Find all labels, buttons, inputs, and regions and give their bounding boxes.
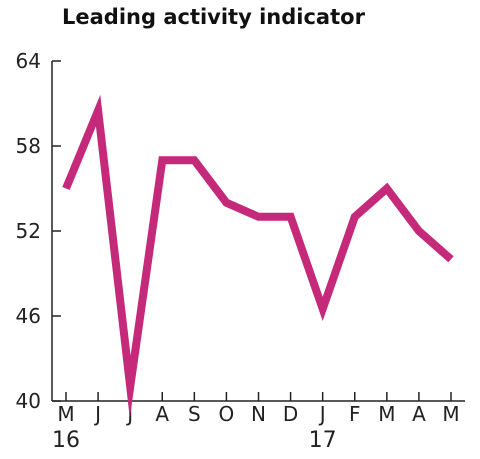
x-tick-label: A [412, 402, 426, 426]
data-point [451, 259, 452, 260]
y-tick-label: 40 [16, 389, 41, 413]
x-year-label: 17 [309, 428, 337, 453]
data-point [354, 216, 355, 217]
data-point [98, 110, 99, 111]
data-point [162, 160, 163, 161]
axes [51, 60, 465, 402]
x-year-label: 16 [52, 428, 80, 453]
x-tick-label: A [155, 402, 169, 426]
x-tick-label: F [349, 402, 361, 426]
data-point [194, 160, 195, 161]
y-tick-label: 52 [16, 219, 41, 243]
data-point [322, 308, 323, 309]
data-point [290, 216, 291, 217]
series-layer [62, 94, 454, 419]
data-point [226, 202, 227, 203]
data-point [418, 231, 419, 232]
x-tick-label: M [57, 402, 74, 426]
y-tick-label: 64 [16, 49, 41, 73]
x-tick-label: M [442, 402, 459, 426]
data-point [66, 188, 67, 189]
x-tick-label: J [93, 402, 101, 426]
data-point [386, 188, 387, 189]
y-tick-label: 46 [16, 304, 41, 328]
data-point [130, 386, 131, 387]
x-tick-label: D [283, 402, 298, 426]
x-tick-label: O [219, 402, 235, 426]
x-tick-label: S [188, 402, 201, 426]
chart-title: Leading activity indicator [62, 5, 366, 29]
x-tick-label: J [318, 402, 326, 426]
x-tick-label: J [125, 402, 133, 426]
y-tick-label: 58 [16, 134, 41, 158]
x-tick-label: M [378, 402, 395, 426]
x-tick-label: N [251, 402, 266, 426]
data-point [258, 216, 259, 217]
series-line [62, 94, 454, 419]
